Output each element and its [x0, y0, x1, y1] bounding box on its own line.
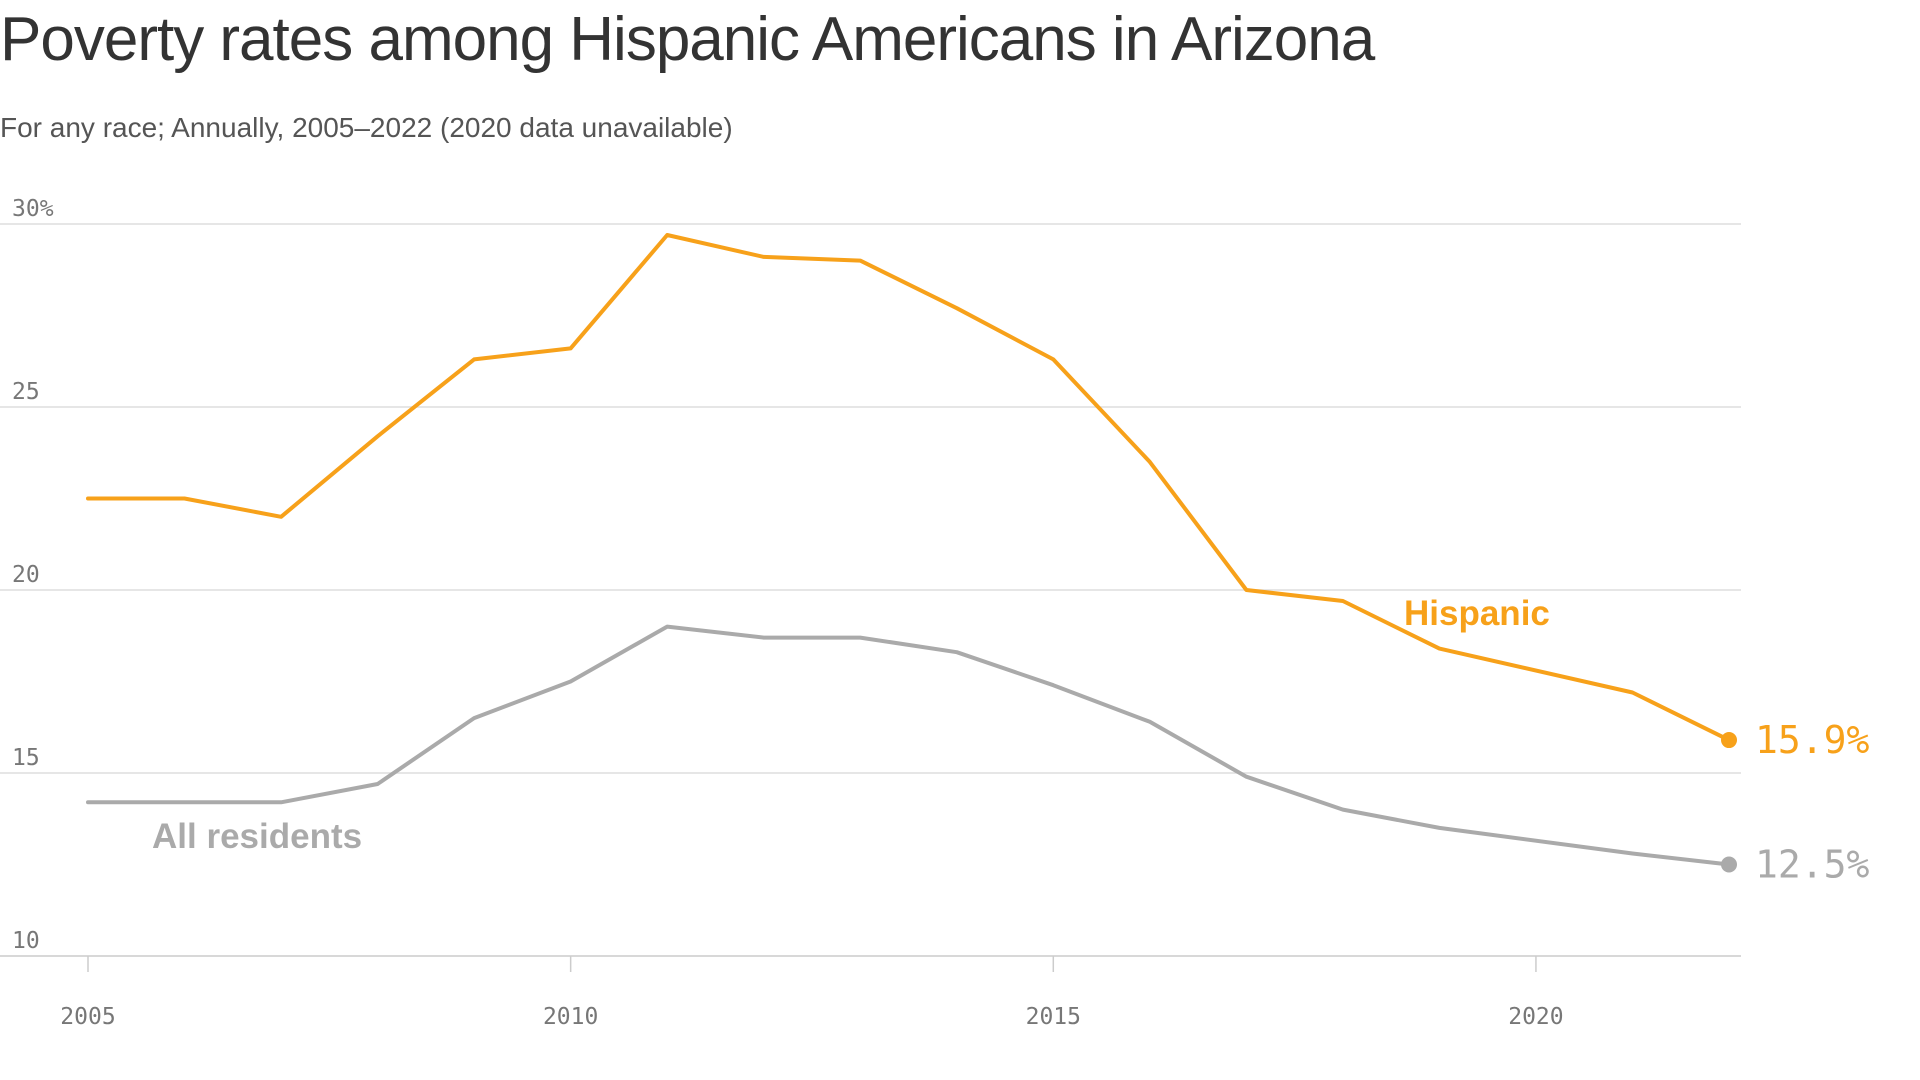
- y-axis-ticks: 10 15 20 25 30%: [12, 196, 54, 954]
- series-line-all-residents: [86, 624, 1731, 867]
- series-labels: Hispanic All residents 15.9% 12.5%: [152, 594, 1870, 887]
- grid-lines: [0, 223, 1741, 774]
- x-tick-label-2010: 2010: [543, 1004, 598, 1030]
- chart-subtitle: For any race; Annually, 2005–2022 (2020 …: [0, 112, 733, 143]
- series-line-hispanic: [86, 233, 1731, 743]
- end-marker-all-residents: [1721, 856, 1737, 873]
- end-value-label-all-residents: 12.5%: [1755, 843, 1870, 887]
- series-label-hispanic: Hispanic: [1404, 594, 1550, 633]
- y-tick-label-10: 10: [12, 928, 40, 954]
- y-tick-label-25: 25: [12, 379, 40, 405]
- series-label-all-residents: All residents: [152, 817, 362, 856]
- x-tick-label-2005: 2005: [60, 1004, 115, 1030]
- end-marker-hispanic: [1721, 732, 1737, 749]
- y-tick-label-15: 15: [12, 745, 40, 771]
- x-axis-ticks: 2005 2010 2015 2020: [60, 956, 1564, 1030]
- series-lines: [86, 233, 1737, 873]
- end-value-label-hispanic: 15.9%: [1755, 718, 1870, 762]
- chart-title: Poverty rates among Hispanic Americans i…: [0, 5, 1375, 74]
- x-tick-label-2015: 2015: [1026, 1004, 1081, 1030]
- x-tick-label-2020: 2020: [1508, 1004, 1563, 1030]
- y-tick-label-30: 30%: [12, 196, 54, 222]
- y-tick-label-20: 20: [12, 562, 40, 588]
